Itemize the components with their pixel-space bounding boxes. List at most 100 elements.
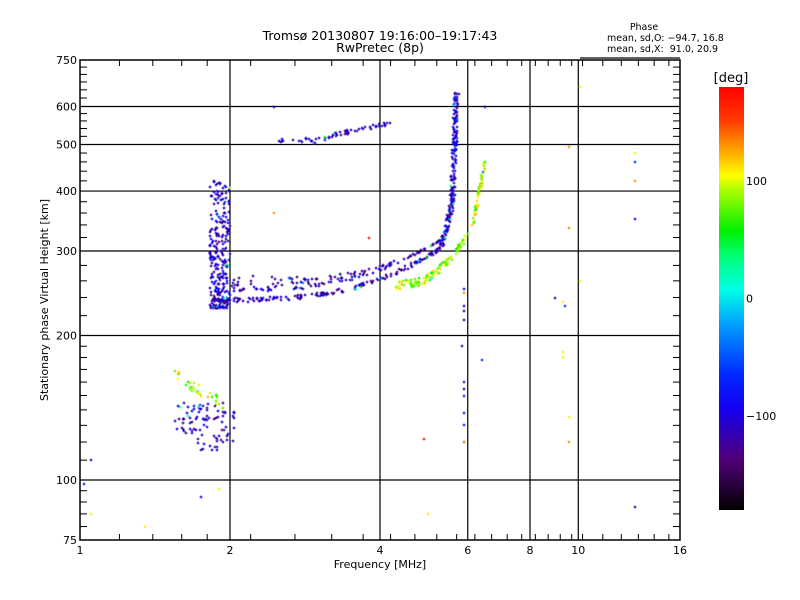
data-point [225,265,229,269]
data-point [221,271,225,275]
colorbar-tick-label: −100 [746,410,776,423]
data-point [212,299,216,303]
data-point [258,299,262,303]
data-point [344,278,348,282]
data-point [188,421,192,425]
data-point [462,394,466,398]
data-point [279,298,283,302]
data-point [89,512,93,516]
phase-stats-box: Phase mean, sd,O: −94.7, 16.8 mean, sd,X… [580,22,724,59]
data-point [445,263,449,267]
data-point [377,267,381,271]
data-point [388,264,392,268]
data-point [228,224,232,228]
data-point [307,282,311,286]
data-point [329,280,333,284]
data-point [403,264,407,268]
data-point [462,387,466,391]
data-point [252,285,256,289]
data-point [220,259,224,263]
data-point [472,221,476,225]
data-point [417,251,421,255]
data-point [402,283,406,287]
data-point [192,404,196,408]
x-tick-label: 4 [377,544,384,557]
data-point [232,411,236,415]
data-point [186,380,190,384]
data-point [395,270,399,274]
data-point [301,287,305,291]
data-point [452,197,456,201]
data-point [216,292,220,296]
data-point [458,245,462,249]
data-point [279,278,283,282]
data-point [220,428,224,432]
data-point [210,395,214,399]
data-point [483,167,487,171]
data-point [214,399,218,403]
data-point [409,278,413,282]
data-point [290,277,294,281]
data-point [447,204,451,208]
data-point [438,239,442,243]
data-point [473,208,477,212]
data-point [336,277,340,281]
data-point [359,282,363,286]
y-tick-label: 400 [56,185,77,198]
data-point [431,274,435,278]
data-point [353,270,357,274]
data-point [194,428,198,432]
data-point [208,303,212,307]
data-point [474,203,478,207]
data-point [418,260,422,264]
data-point [453,130,457,134]
data-point [337,287,341,291]
data-point [633,151,637,155]
data-point [479,186,483,190]
data-point [208,230,212,234]
data-point [382,121,386,125]
data-point [222,224,226,228]
data-point [212,190,216,194]
data-point [214,239,218,243]
data-point [412,284,416,288]
x-tick-label: 6 [464,544,471,557]
data-point [323,138,327,142]
data-point [215,306,219,310]
data-point [226,221,230,225]
data-point [310,139,314,143]
data-point [451,209,455,213]
data-point [365,273,369,277]
data-point [454,147,458,151]
data-point [335,288,339,292]
data-point [303,293,307,297]
data-point [202,442,206,446]
data-point [271,297,275,301]
data-point [181,427,185,431]
data-point [143,525,147,529]
data-point [220,191,224,195]
data-point [212,434,216,438]
data-point [454,252,458,256]
data-point [210,261,214,265]
data-point [450,212,454,216]
data-point [462,291,466,295]
data-point [224,425,228,429]
data-point [224,276,228,280]
data-point [273,285,277,289]
data-point [186,414,190,418]
data-point [329,277,333,281]
data-point [224,191,228,195]
data-point [213,257,217,261]
data-point [383,277,387,281]
data-point [223,247,227,251]
data-point [198,407,202,411]
data-point [446,225,450,229]
data-point [483,105,487,109]
data-point [198,428,202,432]
data-point [417,283,421,287]
data-point [207,416,211,420]
data-point [236,299,240,303]
data-point [89,458,93,462]
data-point [268,295,272,299]
